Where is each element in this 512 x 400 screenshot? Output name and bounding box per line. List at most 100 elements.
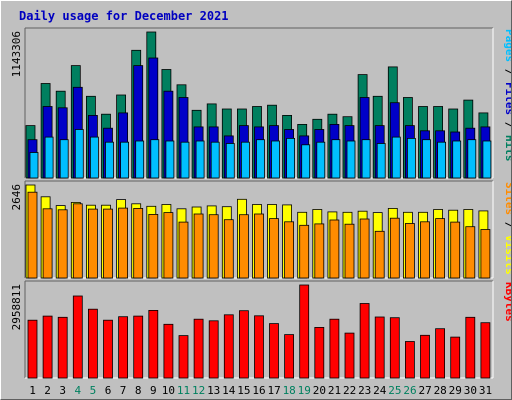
bar-visits-sites-day-8 (133, 207, 144, 279)
x-tick-day-7: 7 (120, 384, 127, 397)
bar-kbytes-kbytes-day-4 (72, 295, 83, 379)
bar-visits-sites-day-14 (223, 219, 234, 279)
x-tick-day-24: 24 (373, 384, 387, 397)
bar-visits-sites-day-30 (465, 226, 476, 279)
bar-hits-pages-day-17 (271, 140, 280, 179)
bar-visits-sites-day-13 (208, 214, 219, 279)
bar-visits-sites-day-6 (103, 208, 113, 279)
bar-hits-pages-day-7 (120, 141, 129, 179)
bar-kbytes-kbytes-day-9 (148, 309, 159, 379)
bar-kbytes-kbytes-day-1 (27, 319, 38, 379)
x-tick-day-26: 26 (403, 384, 416, 397)
bar-hits-pages-day-2 (44, 136, 54, 179)
bar-hits-pages-day-16 (256, 139, 265, 179)
legend-visits-part-0: Sites (503, 182, 511, 215)
bar-hits-pages-day-8 (135, 140, 145, 179)
bar-kbytes-kbytes-day-26 (404, 341, 415, 379)
bar-visits-sites-day-3 (57, 209, 68, 279)
bar-visits-sites-day-24 (374, 230, 385, 279)
bar-hits-pages-day-12 (195, 140, 205, 179)
bar-visits-sites-day-26 (404, 223, 415, 279)
bar-kbytes-kbytes-day-22 (344, 332, 355, 379)
bar-visits-sites-day-12 (193, 213, 204, 279)
x-tick-day-12: 12 (192, 384, 205, 397)
bar-visits-sites-day-27 (420, 221, 430, 279)
bar-visits-sites-day-29 (450, 221, 461, 279)
bar-hits-pages-day-24 (376, 143, 386, 179)
bar-kbytes-kbytes-day-31 (480, 322, 491, 379)
panel-kbytes: 2958811 KBytes (10, 280, 511, 379)
bar-hits-pages-day-30 (467, 139, 477, 179)
bar-kbytes-kbytes-day-7 (118, 316, 128, 379)
bar-hits-pages-day-29 (452, 140, 462, 179)
x-tick-day-30: 30 (464, 384, 477, 397)
bar-kbytes-kbytes-day-20 (314, 326, 325, 379)
bar-visits-sites-day-9 (148, 213, 159, 279)
x-tick-day-27: 27 (418, 384, 431, 397)
bar-hits-pages-day-31 (482, 140, 492, 179)
ymax-label-kbytes: 2958811 (10, 284, 23, 330)
bar-kbytes-kbytes-day-17 (269, 323, 279, 379)
bar-hits-pages-day-4 (74, 129, 84, 179)
bar-kbytes-kbytes-day-11 (178, 335, 189, 379)
x-tick-day-22: 22 (343, 384, 356, 397)
bar-hits-pages-day-14 (225, 143, 235, 179)
bar-kbytes-kbytes-day-15 (238, 310, 249, 379)
bar-hits-pages-day-15 (240, 141, 250, 179)
bar-kbytes-kbytes-day-24 (374, 316, 385, 379)
bar-kbytes-kbytes-day-5 (88, 308, 98, 379)
x-tick-day-4: 4 (74, 384, 81, 397)
x-tick-day-28: 28 (434, 384, 447, 397)
bar-visits-sites-day-11 (178, 221, 189, 279)
bar-visits-sites-day-19 (299, 224, 310, 279)
bar-visits-sites-day-1 (27, 191, 38, 279)
bar-visits-sites-day-10 (163, 212, 174, 279)
bar-kbytes-kbytes-day-6 (103, 319, 113, 379)
bar-visits-sites-day-18 (284, 221, 295, 279)
bar-kbytes-kbytes-day-13 (208, 320, 219, 379)
bar-hits-pages-day-22 (346, 140, 356, 179)
bar-visits-sites-day-28 (435, 218, 446, 279)
legend-hits-part-2: Files (503, 82, 511, 115)
x-tick-day-19: 19 (298, 384, 311, 397)
bar-kbytes-kbytes-day-28 (435, 328, 446, 379)
bar-kbytes-kbytes-day-25 (389, 317, 400, 379)
bar-hits-pages-day-19 (301, 144, 311, 179)
bar-hits-pages-day-11 (180, 141, 190, 179)
x-tick-day-14: 14 (222, 384, 236, 397)
x-tick-day-25: 25 (388, 384, 401, 397)
bar-hits-pages-day-3 (59, 139, 69, 179)
bar-visits-sites-day-31 (480, 229, 491, 279)
bar-kbytes-kbytes-day-14 (223, 314, 234, 379)
x-tick-day-2: 2 (44, 384, 51, 397)
bar-visits-sites-day-20 (314, 223, 325, 279)
bar-kbytes-kbytes-day-27 (420, 334, 430, 379)
ymax-label-hits: 1143306 (10, 31, 23, 77)
x-tick-day-18: 18 (283, 384, 296, 397)
x-tick-day-31: 31 (479, 384, 492, 397)
bar-hits-pages-day-23 (361, 139, 371, 179)
bar-hits-pages-day-6 (105, 141, 114, 179)
bar-visits-sites-day-22 (344, 223, 355, 279)
x-tick-day-21: 21 (328, 384, 341, 397)
x-tick-day-17: 17 (267, 384, 280, 397)
bar-hits-pages-day-28 (437, 141, 447, 179)
x-tick-day-9: 9 (150, 384, 157, 397)
bar-kbytes-kbytes-day-30 (465, 316, 476, 379)
x-tick-day-1: 1 (29, 384, 36, 397)
x-tick-day-29: 29 (449, 384, 462, 397)
bar-hits-pages-day-13 (210, 141, 220, 179)
x-tick-day-16: 16 (252, 384, 265, 397)
bar-kbytes-kbytes-day-19 (299, 284, 310, 379)
bar-hits-pages-day-18 (286, 137, 296, 179)
x-tick-day-6: 6 (105, 384, 112, 397)
legend-hits: Pages / Files / Hits (503, 29, 511, 162)
bar-visits-sites-day-17 (269, 218, 279, 279)
bar-hits-pages-day-10 (165, 140, 175, 179)
legend-hits-part-1: / (503, 62, 511, 82)
bar-kbytes-kbytes-day-10 (163, 323, 174, 379)
legend-hits-part-4: Hits (503, 135, 511, 162)
x-tick-day-10: 10 (162, 384, 175, 397)
